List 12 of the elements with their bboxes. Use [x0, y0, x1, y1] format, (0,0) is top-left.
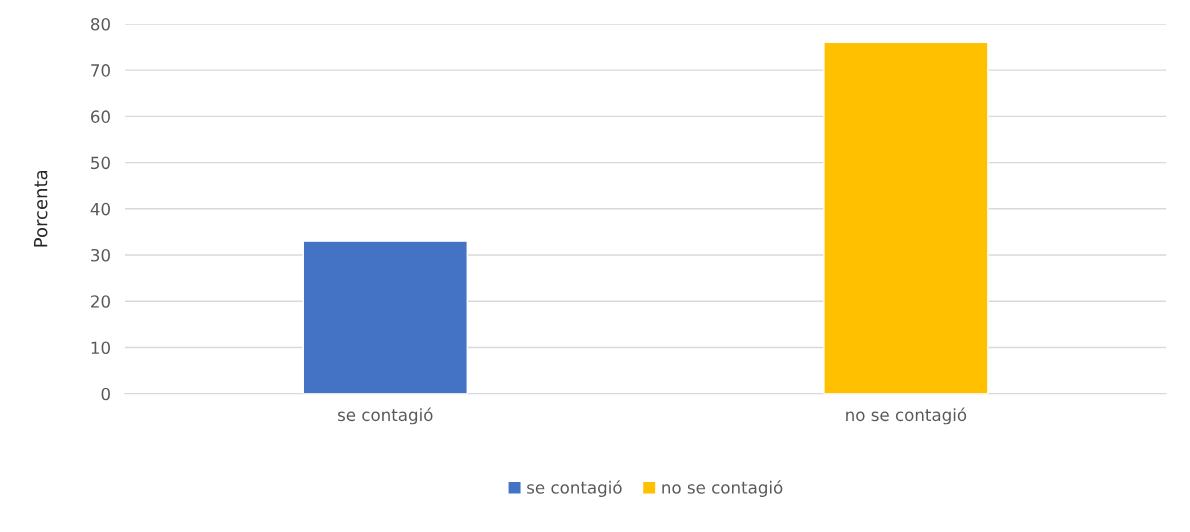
y-tick-label: 60 — [91, 110, 110, 123]
y-axis-title: Porcenta — [34, 170, 48, 247]
y-tick-label: 80 — [90, 17, 110, 31]
y-tick-label: 20 — [91, 295, 110, 308]
y-tick-label: 70 — [91, 64, 110, 77]
y-tick-label: 30 — [91, 248, 110, 262]
y-tick-label: 10 — [91, 341, 110, 355]
legend-label: se contagió — [527, 480, 622, 497]
legend-label: no se contagió — [662, 480, 783, 497]
y-tick-label: 0 — [101, 387, 110, 401]
y-tick-label: 40 — [90, 202, 110, 216]
y-tick-label: 50 — [91, 156, 110, 170]
